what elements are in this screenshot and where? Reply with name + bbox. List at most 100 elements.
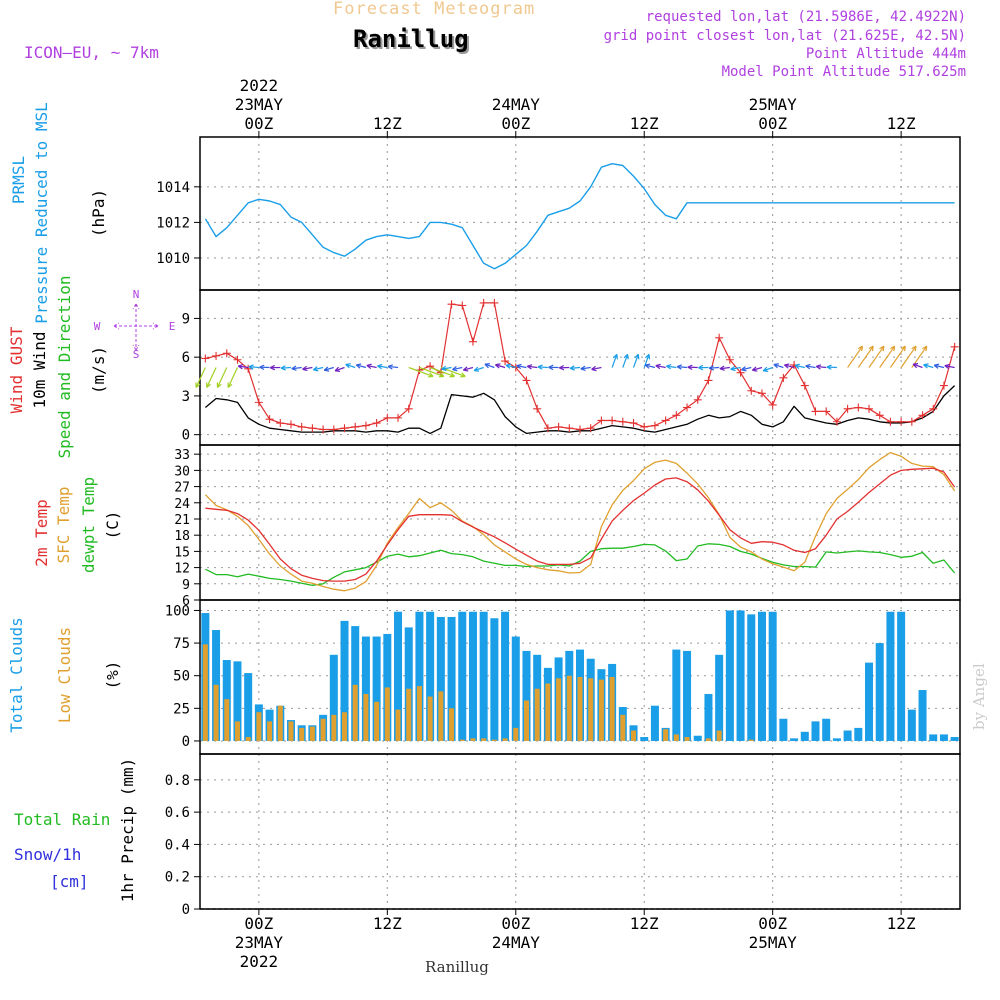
total-cloud-bar [447, 616, 456, 741]
low-cloud-bar [609, 677, 615, 741]
wind-arrow-head [644, 363, 651, 369]
gust-marker [458, 301, 467, 310]
gust-marker [404, 404, 413, 413]
pressure-label-long: Pressure Reduced to MSL [32, 102, 51, 324]
wind-arrow-shaft [527, 365, 538, 369]
gust-label: Wind GUST [7, 326, 26, 413]
wind-arrow [622, 353, 629, 368]
wind-arrow-head [655, 363, 661, 370]
low-cloud-bar [224, 699, 230, 741]
low-cloud-bar [416, 686, 422, 741]
wind-arrow-shaft [857, 345, 874, 368]
wind-arrow-head [537, 364, 543, 370]
wind-arrow-head [676, 364, 682, 370]
gust-marker [565, 424, 574, 433]
time-label-top: 00Z [244, 114, 273, 133]
total-cloud-bar [918, 690, 927, 741]
wind-arrow-head [302, 365, 308, 372]
wind-arrow [868, 345, 885, 368]
wind-arrow-head [473, 366, 480, 372]
time-label-bottom: 00Z [758, 914, 787, 933]
gust-marker [650, 421, 659, 430]
total-cloud-bar [404, 627, 413, 741]
wind-arrow [815, 364, 827, 370]
wind-arrow-head [805, 363, 811, 370]
low-cloud-bar [352, 684, 358, 741]
model-altitude: Model Point Altitude 517.625m [721, 64, 966, 80]
wind-arrow-shaft [537, 366, 548, 369]
wind-arrow-shaft [794, 364, 805, 369]
low-cloud-bar [491, 739, 497, 741]
wind-arrow [441, 365, 452, 372]
total-cloud-bar [822, 718, 831, 741]
total-cloud-bar [244, 673, 253, 741]
time-label-bottom: 12Z [630, 914, 659, 933]
wind-arrow-head [815, 364, 822, 370]
gust-marker [897, 417, 906, 426]
wind-arrow [847, 345, 864, 368]
gust-marker [875, 411, 884, 420]
gust-marker [554, 422, 563, 431]
wind-arrow-head [645, 353, 651, 360]
gust-marker [672, 411, 681, 420]
gust-marker [447, 300, 456, 309]
low-cloud-bar [631, 730, 637, 741]
wind-arrow-head [345, 363, 351, 369]
gust-marker [329, 425, 338, 434]
wind-arrow [666, 364, 677, 370]
wind-arrow-head [784, 363, 790, 369]
gust-marker [308, 424, 317, 433]
gust-marker [843, 404, 852, 413]
pressure-unit: (hPa) [89, 189, 108, 237]
wind-arrow-shaft [227, 367, 239, 388]
gust-marker [939, 381, 948, 390]
gust-marker [233, 355, 242, 364]
total-cloud-bar [929, 734, 938, 741]
wind-arrow-head [526, 364, 533, 370]
wind-arrow [291, 365, 302, 371]
wind-arrow-shaft [773, 363, 784, 369]
wind-arrow [302, 365, 313, 372]
gust-marker [244, 364, 253, 373]
wind-arrow-head [922, 345, 928, 352]
pressure-line [204, 162, 955, 270]
gust-marker [286, 420, 295, 429]
gust-marker [297, 422, 306, 431]
time-label-top: 2022 [240, 76, 279, 95]
wind-arrow-head [730, 365, 736, 372]
low-cloud-bar [342, 712, 348, 741]
total-cloud-bar [693, 735, 702, 741]
gust-marker [201, 354, 210, 363]
wind-arrow [923, 363, 934, 369]
compass-rose [113, 303, 159, 351]
low-cloud-bar [331, 714, 337, 741]
time-label-top: 24MAY [492, 95, 541, 114]
low-cloud-bar [309, 726, 315, 741]
total-cloud-bar [640, 737, 649, 741]
y-tick-label: 24 [174, 497, 190, 512]
low-cloud-bar [566, 675, 572, 741]
low-cloud-bar [481, 738, 487, 741]
total-cloud-bar [468, 611, 477, 741]
wind-arrow-head [933, 363, 940, 369]
t2m-line [205, 467, 956, 582]
wind-arrow-shaft [356, 364, 367, 369]
clouds-unit: (%) [103, 661, 122, 690]
wind-arrow-head [206, 382, 212, 388]
wind-arrow-shaft [934, 364, 945, 369]
gust-marker [383, 413, 392, 422]
total-cloud-bar [907, 709, 916, 741]
wind-arrow-head [548, 364, 554, 371]
model-label: ICON—EU, ~ 7km [24, 43, 159, 62]
y-tick-label: 30 [174, 464, 190, 479]
sfc-temp-label: SFC Temp [54, 486, 73, 563]
panel-frame-precip [199, 753, 961, 910]
total-cloud-bar [736, 610, 745, 741]
wind-arrow [632, 353, 640, 368]
panel-frame-pressure [199, 136, 961, 291]
y-tick-label: 1010 [156, 251, 190, 267]
wind-arrow-head [334, 366, 341, 372]
wind-arrow [826, 364, 837, 370]
wind-arrow [495, 363, 506, 369]
low-cloud-bar [588, 678, 594, 741]
